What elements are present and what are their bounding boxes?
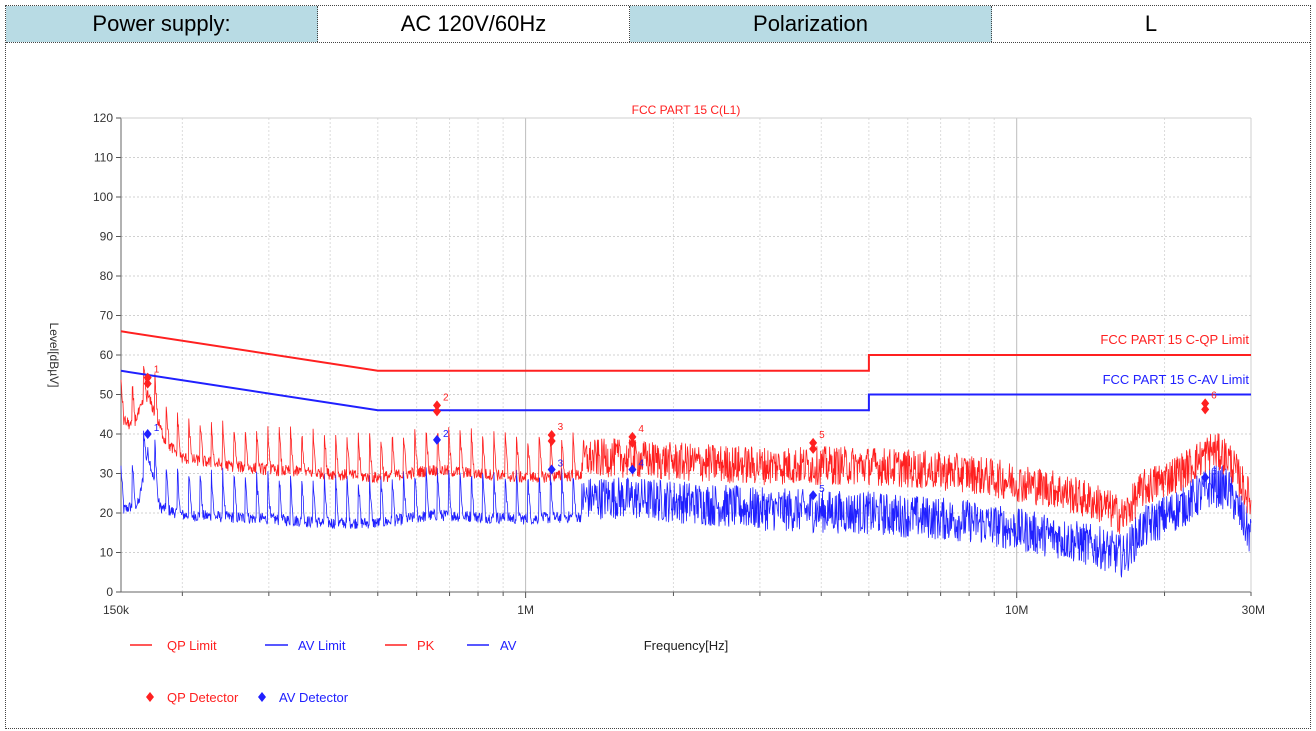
chart-title: FCC PART 15 C(L1) — [632, 103, 741, 117]
qp-marker — [809, 437, 818, 448]
power-supply-label: Power supply: — [6, 6, 318, 42]
legend-qp-detector: QP Detector — [167, 690, 239, 705]
qp-marker-label: 5 — [819, 430, 825, 441]
qp-marker-low — [809, 443, 818, 454]
series-av-line — [120, 430, 1252, 578]
qp-limit-label: FCC PART 15 C-QP Limit — [1100, 332, 1249, 347]
av-marker — [1201, 472, 1210, 483]
legend-av-detector: AV Detector — [279, 690, 349, 705]
y-tick-label: 120 — [93, 111, 113, 125]
qp-limit-line — [120, 330, 1251, 372]
qp-marker-label: 2 — [443, 392, 449, 403]
qp-marker — [432, 400, 441, 411]
av-marker — [143, 429, 152, 439]
qp-marker-low — [1201, 404, 1210, 415]
y-tick-label: 70 — [100, 309, 114, 323]
y-tick-label: 60 — [100, 348, 114, 362]
y-tick-label: 110 — [94, 151, 113, 165]
av-marker-label: 2 — [443, 429, 449, 440]
limit-lines — [120, 330, 1251, 412]
report-frame — [5, 5, 1311, 729]
qp-marker-low — [547, 435, 556, 446]
qp-marker — [143, 372, 152, 383]
series-layer — [120, 366, 1252, 578]
qp-marker-label: 4 — [638, 424, 644, 435]
qp-marker-label: 1 — [154, 365, 160, 376]
av-limit-line — [120, 369, 1251, 412]
legend-av-detector-swatch — [258, 692, 266, 702]
x-tick-label: 1M — [517, 603, 534, 617]
av-marker-label: 3 — [558, 459, 564, 470]
qp-marker — [1201, 398, 1210, 409]
y-tick-label: 40 — [100, 427, 114, 441]
y-tick-label: 0 — [106, 585, 113, 599]
qp-marker — [547, 429, 556, 440]
y-tick-label: 50 — [100, 388, 114, 402]
y-tick-label: 10 — [100, 546, 114, 560]
legend-pk: PK — [417, 638, 435, 653]
y-tick-label: 80 — [100, 269, 114, 283]
y-tick-label: 100 — [93, 190, 113, 204]
qp-marker-low — [432, 406, 441, 417]
x-tick-label: 150k — [103, 603, 130, 617]
qp-marker-label: 6 — [1211, 390, 1217, 401]
av-marker-label: 5 — [819, 484, 825, 495]
legend-qp-detector-swatch — [146, 692, 154, 702]
qp-marker — [628, 431, 637, 442]
x-tick-label: 30M — [1242, 603, 1265, 617]
av-marker-label: 1 — [154, 423, 160, 434]
power-supply-value: AC 120V/60Hz — [318, 6, 630, 42]
y-axis-label: Level[dBµV] — [47, 323, 61, 388]
x-axis-label: Frequency[Hz] — [644, 638, 729, 653]
av-marker — [628, 464, 637, 475]
qp-marker-label: 3 — [558, 422, 564, 433]
polarization-value: L — [992, 6, 1310, 42]
av-marker — [547, 464, 556, 475]
test-info-header: Power supply: AC 120V/60Hz Polarization … — [6, 6, 1310, 43]
av-marker-label: 4 — [638, 459, 644, 470]
av-marker-label: 6 — [1211, 466, 1217, 477]
qp-marker-low — [143, 378, 152, 389]
y-tick-label: 30 — [100, 467, 114, 481]
series-pk-line — [120, 366, 1252, 534]
legend-av-limit: AV Limit — [298, 638, 346, 653]
av-limit-label: FCC PART 15 C-AV Limit — [1103, 372, 1250, 387]
av-marker — [432, 434, 441, 445]
legend: QP Limit AV Limit PK AV QP Detector AV D… — [130, 638, 517, 705]
y-tick-label: 20 — [100, 506, 114, 520]
legend-av: AV — [500, 638, 517, 653]
y-tick-label: 90 — [100, 230, 114, 244]
qp-marker-low — [628, 437, 637, 448]
x-tick-label: 10M — [1005, 603, 1028, 617]
legend-qp-limit: QP Limit — [167, 638, 217, 653]
av-marker — [809, 490, 818, 501]
detector-markers: 1 2 3 4 5 6 1 2 3 4 5 6 — [143, 365, 1217, 501]
axis-ticks: 0 10 20 30 40 50 60 70 80 90 100 110 120 150k 1M 10M 30M — [93, 111, 1265, 617]
polarization-label: Polarization — [630, 6, 992, 42]
